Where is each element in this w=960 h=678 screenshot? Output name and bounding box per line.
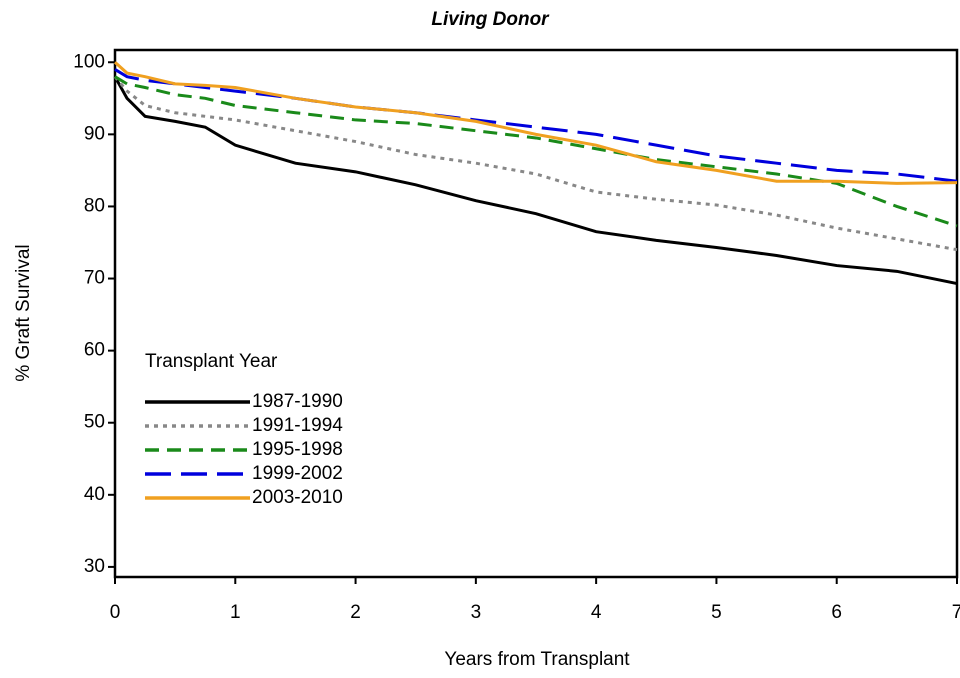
legend-label: 1987-1990 <box>252 391 343 412</box>
y-tick-label: 40 <box>84 484 105 505</box>
series-line <box>113 75 958 252</box>
legend-label: 1999-2002 <box>252 463 343 484</box>
y-axis-label: % Graft Survival <box>13 244 34 381</box>
x-axis-label: Years from Transplant <box>444 649 630 670</box>
y-tick-label: 30 <box>84 556 105 577</box>
series-line <box>113 75 958 286</box>
x-tick-label: 2 <box>350 602 361 623</box>
y-tick-label: 80 <box>84 195 105 216</box>
x-tick-label: 3 <box>471 602 482 623</box>
legend-label: 2003-2010 <box>252 487 343 508</box>
legend-title: Transplant Year <box>145 351 278 372</box>
series-line <box>113 61 958 185</box>
y-tick-label: 60 <box>84 340 105 361</box>
plot-frame <box>113 48 959 579</box>
y-tick-label: 50 <box>84 412 105 433</box>
x-tick-label: 5 <box>711 602 722 623</box>
x-tick-label: 0 <box>110 602 121 623</box>
x-tick-label: 6 <box>831 602 842 623</box>
chart-title: Living Donor <box>431 9 550 30</box>
y-tick-label: 90 <box>84 123 105 144</box>
y-tick-label: 70 <box>84 268 105 289</box>
x-tick-label: 1 <box>230 602 241 623</box>
series-line <box>114 75 958 228</box>
legend-label: 1995-1998 <box>252 439 343 460</box>
y-tick-label: 100 <box>73 51 105 72</box>
x-tick-label: 7 <box>952 602 960 623</box>
series-line <box>114 68 958 183</box>
legend-label: 1991-1994 <box>252 415 343 436</box>
x-tick-label: 4 <box>591 602 602 623</box>
